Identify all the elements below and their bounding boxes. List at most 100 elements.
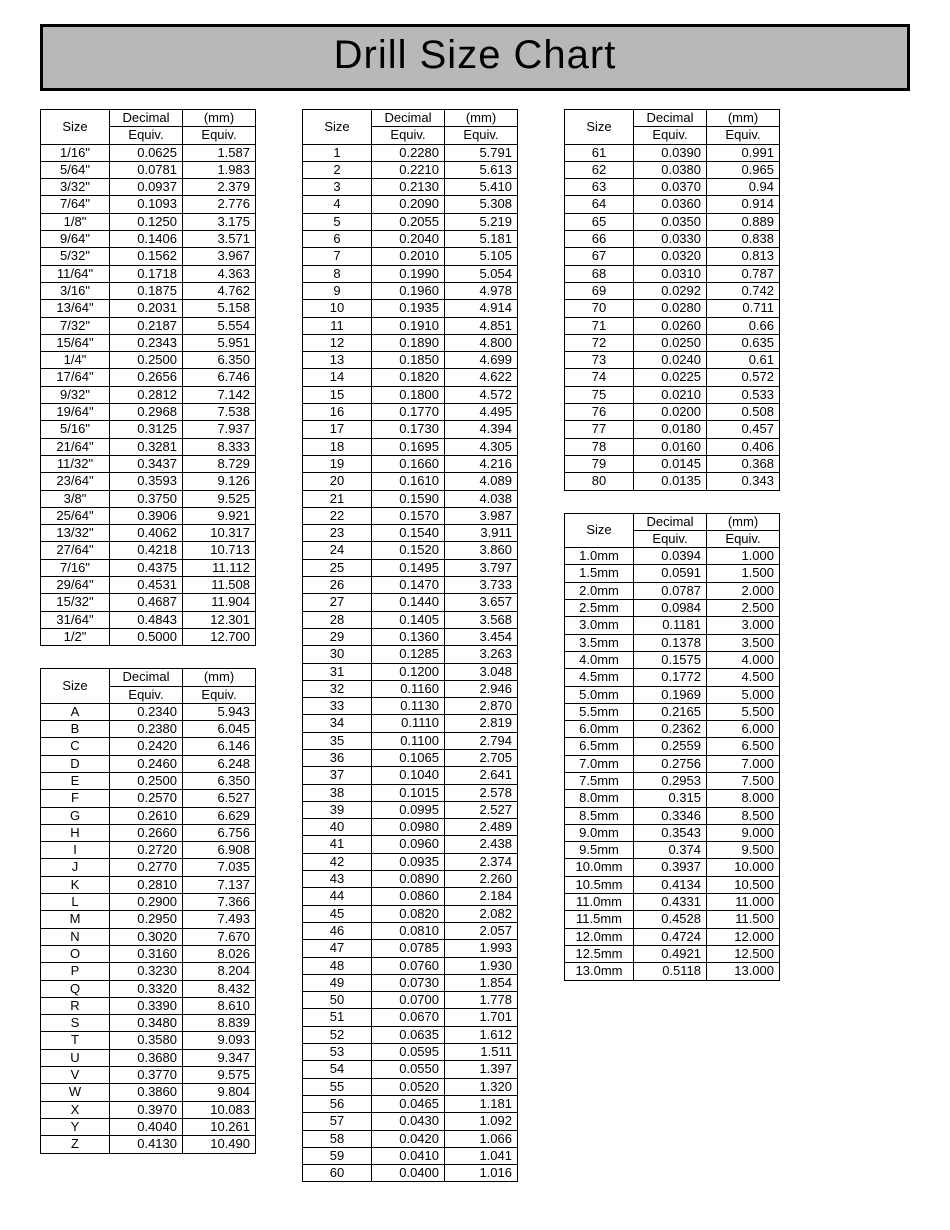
cell-size: 1/16" [41, 144, 110, 161]
cell-mm: 1.500 [707, 565, 780, 582]
cell-size: 14 [303, 369, 372, 386]
cell-mm: 1.612 [445, 1026, 518, 1043]
cell-decimal: 0.4130 [110, 1136, 183, 1153]
cell-mm: 7.142 [183, 386, 256, 403]
table-row: R0.33908.610 [41, 997, 256, 1014]
table-row: 1.5mm0.05911.500 [565, 565, 780, 582]
cell-size: B [41, 721, 110, 738]
cell-decimal: 0.1440 [372, 594, 445, 611]
cell-decimal: 0.3543 [634, 824, 707, 841]
cell-decimal: 0.2968 [110, 404, 183, 421]
table-fractional: SizeDecimal(mm)Equiv.Equiv.1/16"0.06251.… [40, 109, 256, 646]
table-row: 200.16104.089 [303, 473, 518, 490]
cell-size: S [41, 1015, 110, 1032]
table-row: 150.18004.572 [303, 386, 518, 403]
cell-decimal: 0.1200 [372, 663, 445, 680]
th-mm-equiv: Equiv. [445, 127, 518, 144]
th-decimal-equiv: Equiv. [110, 127, 183, 144]
cell-decimal: 0.4134 [634, 876, 707, 893]
cell-size: 41 [303, 836, 372, 853]
cell-decimal: 0.3937 [634, 859, 707, 876]
cell-decimal: 0.4062 [110, 525, 183, 542]
cell-decimal: 0.2031 [110, 300, 183, 317]
cell-size: 11/64" [41, 265, 110, 282]
table-row: 9/64"0.14063.571 [41, 231, 256, 248]
cell-decimal: 0.0937 [110, 179, 183, 196]
table-row: 750.02100.533 [565, 386, 780, 403]
cell-decimal: 0.1590 [372, 490, 445, 507]
cell-decimal: 0.1181 [634, 617, 707, 634]
cell-size: 5 [303, 213, 372, 230]
cell-decimal: 0.0787 [634, 582, 707, 599]
table-row: 580.04201.066 [303, 1130, 518, 1147]
cell-size: 10.5mm [565, 876, 634, 893]
cell-decimal: 0.0394 [634, 548, 707, 565]
table-row: 1.0mm0.03941.000 [565, 548, 780, 565]
th-mm: (mm) [445, 110, 518, 127]
cell-size: F [41, 790, 110, 807]
cell-decimal: 0.1520 [372, 542, 445, 559]
cell-mm: 5.158 [183, 300, 256, 317]
table-row: 12.0mm0.472412.000 [565, 928, 780, 945]
cell-size: 4.5mm [565, 669, 634, 686]
cell-mm: 4.305 [445, 438, 518, 455]
table-row: 3/32"0.09372.379 [41, 179, 256, 196]
cell-size: 27 [303, 594, 372, 611]
cell-size: 34 [303, 715, 372, 732]
table-row: 310.12003.048 [303, 663, 518, 680]
cell-mm: 0.813 [707, 248, 780, 265]
cell-decimal: 0.0390 [634, 144, 707, 161]
table-number-high: SizeDecimal(mm)Equiv.Equiv.610.03900.991… [564, 109, 780, 491]
table-row: 360.10652.705 [303, 749, 518, 766]
cell-size: 5/32" [41, 248, 110, 265]
cell-decimal: 0.3125 [110, 421, 183, 438]
cell-decimal: 0.0960 [372, 836, 445, 853]
cell-size: 3/8" [41, 490, 110, 507]
cell-decimal: 0.2055 [372, 213, 445, 230]
cell-decimal: 0.0250 [634, 334, 707, 351]
cell-mm: 4.978 [445, 282, 518, 299]
table-row: 1/8"0.12503.175 [41, 213, 256, 230]
table-row: 15/64"0.23435.951 [41, 334, 256, 351]
cell-size: 7.0mm [565, 755, 634, 772]
cell-decimal: 0.1540 [372, 525, 445, 542]
cell-mm: 0.742 [707, 282, 780, 299]
cell-size: 79 [565, 455, 634, 472]
table-row: 3/8"0.37509.525 [41, 490, 256, 507]
cell-decimal: 0.2812 [110, 386, 183, 403]
cell-decimal: 0.1890 [372, 334, 445, 351]
cell-decimal: 0.1875 [110, 282, 183, 299]
cell-mm: 7.937 [183, 421, 256, 438]
cell-decimal: 0.2040 [372, 231, 445, 248]
cell-mm: 5.951 [183, 334, 256, 351]
cell-mm: 1.320 [445, 1078, 518, 1095]
cell-decimal: 0.0135 [634, 473, 707, 490]
cell-mm: 0.343 [707, 473, 780, 490]
cell-decimal: 0.3593 [110, 473, 183, 490]
table-row: 9.5mm0.3749.500 [565, 842, 780, 859]
cell-mm: 8.839 [183, 1015, 256, 1032]
cell-mm: 4.000 [707, 651, 780, 668]
table-row: S0.34808.839 [41, 1015, 256, 1032]
cell-mm: 1.000 [707, 548, 780, 565]
table-row: 2.0mm0.07872.000 [565, 582, 780, 599]
cell-size: 64 [565, 196, 634, 213]
cell-mm: 0.406 [707, 438, 780, 455]
cell-mm: 4.363 [183, 265, 256, 282]
cell-size: 60 [303, 1165, 372, 1182]
table-row: 280.14053.568 [303, 611, 518, 628]
cell-decimal: 0.1285 [372, 646, 445, 663]
cell-mm: 1.066 [445, 1130, 518, 1147]
table-letter: SizeDecimal(mm)Equiv.Equiv.A0.23405.943B… [40, 668, 256, 1153]
cell-size: G [41, 807, 110, 824]
cell-decimal: 0.2280 [372, 144, 445, 161]
cell-size: 31 [303, 663, 372, 680]
table-row: 20.22105.613 [303, 161, 518, 178]
cell-mm: 5.500 [707, 703, 780, 720]
cell-size: 9.5mm [565, 842, 634, 859]
cell-size: 12.0mm [565, 928, 634, 945]
cell-size: 11.0mm [565, 894, 634, 911]
cell-mm: 2.870 [445, 698, 518, 715]
table-row: 21/64"0.32818.333 [41, 438, 256, 455]
table-row: 110.19104.851 [303, 317, 518, 334]
